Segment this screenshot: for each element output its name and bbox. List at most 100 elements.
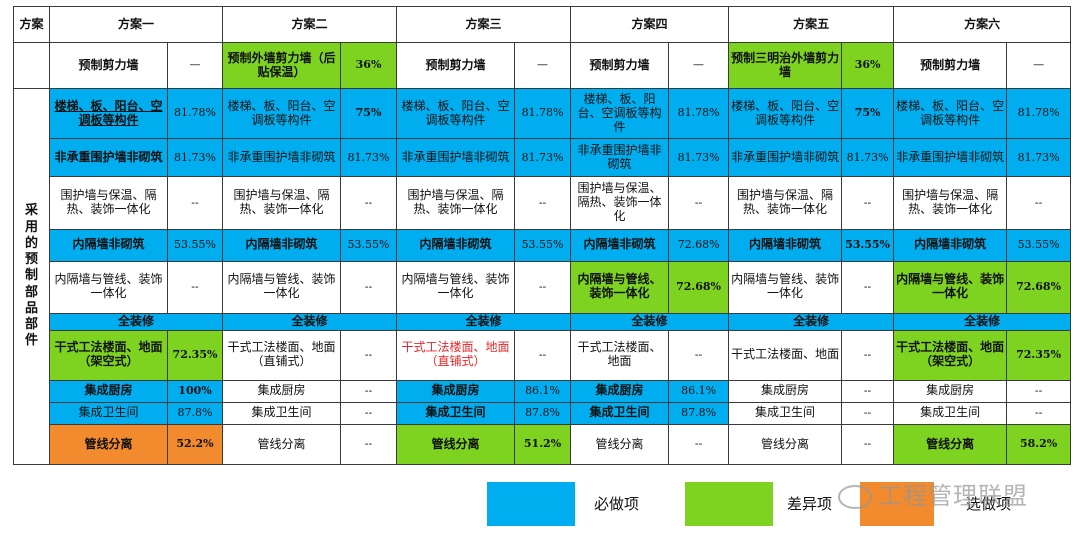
cell-pct: -- — [668, 176, 730, 230]
cell-pct: 81.73% — [668, 138, 730, 178]
cell-name: 内隔墙与管线、装饰一体化 — [570, 260, 670, 314]
cell-name: 管线分离 — [893, 423, 1008, 466]
row-interior-wall: 内隔墙非砌筑 53.55% 内隔墙非砌筑 53.55% 内隔墙非砌筑 53.55… — [14, 228, 1072, 262]
cell-name: 预制三明治外墙剪力墙 — [728, 42, 843, 90]
cell-name: 集成厨房 — [570, 379, 670, 403]
cell-pct: -- — [1006, 401, 1072, 425]
cell-pct: -- — [1006, 176, 1072, 230]
cell-name: 集成厨房 — [222, 379, 342, 403]
cell-name: 预制剪力墙 — [396, 42, 516, 90]
full-decoration-cell: 全装修 — [396, 312, 572, 331]
cell-name: 内隔墙与管线、装饰一体化 — [396, 260, 516, 314]
cell-pct: -- — [514, 260, 572, 314]
cell-pct: -- — [668, 329, 730, 381]
cell-name: 围护墙与保温、隔热、装饰一体化 — [222, 176, 342, 230]
cell-pct: 72.35% — [1006, 329, 1072, 381]
cell-pct: 81.78% — [166, 88, 224, 140]
cell-pct: -- — [841, 423, 895, 466]
scheme-header: 方案四 — [570, 5, 730, 44]
cell-pct: 81.73% — [340, 138, 398, 178]
cell-name: 集成厨房 — [893, 379, 1008, 403]
cell-pct: -- — [668, 423, 730, 466]
cell-name: 内隔墙与管线、装饰一体化 — [222, 260, 342, 314]
cell-name: 内隔墙非砌筑 — [728, 228, 843, 262]
watermark: 工程管理联盟 — [838, 476, 1028, 511]
cell-name: 管线分离 — [728, 423, 843, 466]
cell-pct: -- — [340, 329, 398, 381]
cell-name: 管线分离 — [222, 423, 342, 466]
cell-pct: 81.73% — [166, 138, 224, 178]
legend-swatch-optional — [860, 482, 934, 526]
scheme-comparison-table: 方案 方案一 方案二 方案三 方案四 方案五 方案六 预制剪力墙 — 预制外墙剪… — [13, 5, 1072, 466]
cell-name: 楼梯、板、阳台、空调板等构件 — [396, 88, 516, 140]
cell-pct: -- — [340, 260, 398, 314]
cell-name: 内隔墙非砌筑 — [396, 228, 516, 262]
cell-pct: 72.68% — [668, 228, 730, 262]
cell-name: 非承重围护墙非砌筑 — [396, 138, 516, 178]
cell-name: 围护墙与保温、隔热、装饰一体化 — [396, 176, 516, 230]
cell-pct: 87.8% — [668, 401, 730, 425]
cell-name: 管线分离 — [396, 423, 516, 466]
cell-name: 干式工法楼面、地面（直铺式） — [222, 329, 342, 381]
cell-name: 非承重围护墙非砌筑 — [49, 138, 168, 178]
cell-name: 集成卫生间 — [570, 401, 670, 425]
cell-pct: — — [514, 42, 572, 90]
cell-pct: 53.55% — [841, 228, 895, 262]
cell-name: 干式工法楼面、地面（架空式） — [893, 329, 1008, 381]
cell-pct: 75% — [841, 88, 895, 140]
cell-pct: — — [668, 42, 730, 90]
cell-name: 楼梯、板、阳台、空调板等构件 — [570, 88, 670, 140]
cell-pct: 72.35% — [166, 329, 224, 381]
cell-pct: -- — [340, 401, 398, 425]
cell-name: 管线分离 — [570, 423, 670, 466]
scheme-header: 方案二 — [222, 5, 398, 44]
cell-pct: 72.68% — [1006, 260, 1072, 314]
cell-name: 非承重围护墙非砌筑 — [728, 138, 843, 178]
row-interior-integration: 内隔墙与管线、装饰一体化 -- 内隔墙与管线、装饰一体化 -- 内隔墙与管线、装… — [14, 260, 1072, 314]
cell-name: 围护墙与保温、隔热、装饰一体化 — [570, 176, 670, 230]
cell-pct: 86.1% — [668, 379, 730, 403]
cell-pct: -- — [841, 329, 895, 381]
cell-pct: 87.8% — [166, 401, 224, 425]
full-decoration-cell: 全装修 — [893, 312, 1072, 331]
cell-pct: 58.2% — [1006, 423, 1072, 466]
cell-name: 非承重围护墙非砌筑 — [570, 138, 670, 178]
cell-name: 内隔墙与管线、装饰一体化 — [893, 260, 1008, 314]
row-components: 采用的预制部品部件 楼梯、板、阳台、空调板等构件 81.78% 楼梯、板、阳台、… — [13, 88, 1072, 465]
cell-pct: 36% — [340, 42, 398, 90]
cell-pct: -- — [514, 176, 572, 230]
cell-name: 集成厨房 — [728, 379, 843, 403]
cell-pct: -- — [841, 401, 895, 425]
cell-pct: -- — [340, 176, 398, 230]
cell-pct: 53.55% — [340, 228, 398, 262]
row-dry-floor: 干式工法楼面、地面（架空式） 72.35% 干式工法楼面、地面（直铺式） -- … — [14, 329, 1072, 381]
cell-pct: — — [166, 42, 224, 90]
side-label: 采用的预制部品部件 — [13, 88, 50, 465]
row-insulation: 围护墙与保温、隔热、装饰一体化 -- 围护墙与保温、隔热、装饰一体化 -- 围护… — [14, 176, 1072, 230]
cell-name: 围护墙与保温、隔热、装饰一体化 — [49, 176, 168, 230]
cell-name: 管线分离 — [49, 423, 168, 466]
cell-name: 内隔墙与管线、装饰一体化 — [49, 260, 168, 314]
cell-pct: 53.55% — [166, 228, 224, 262]
cell-pct: -- — [841, 176, 895, 230]
legend-label-must: 必做项 — [594, 495, 640, 513]
cell-name: 集成卫生间 — [893, 401, 1008, 425]
cell-name: 集成卫生间 — [396, 401, 516, 425]
cell-name: 预制剪力墙 — [570, 42, 670, 90]
cell-pct: 72.68% — [668, 260, 730, 314]
cell-pct: -- — [514, 329, 572, 381]
cell-name: 集成卫生间 — [728, 401, 843, 425]
cell-pct: 86.1% — [514, 379, 572, 403]
cell-pct: 81.73% — [1006, 138, 1072, 178]
row-full-decoration: 全装修 全装修 全装修 全装修 全装修 全装修 — [14, 312, 1072, 331]
corner-header: 方案 — [13, 5, 50, 44]
cell-pct: 75% — [340, 88, 398, 140]
cell-pct: -- — [340, 423, 398, 466]
cell-name: 内隔墙非砌筑 — [570, 228, 670, 262]
row-bathroom: 集成卫生间 87.8% 集成卫生间 -- 集成卫生间 87.8% 集成卫生间 8… — [14, 401, 1072, 425]
wall-row-blank — [13, 42, 50, 90]
cell-name: 围护墙与保温、隔热、装饰一体化 — [893, 176, 1008, 230]
cell-pct: 81.78% — [1006, 88, 1072, 140]
cell-pct: 52.2% — [166, 423, 224, 466]
cell-pct: 87.8% — [514, 401, 572, 425]
